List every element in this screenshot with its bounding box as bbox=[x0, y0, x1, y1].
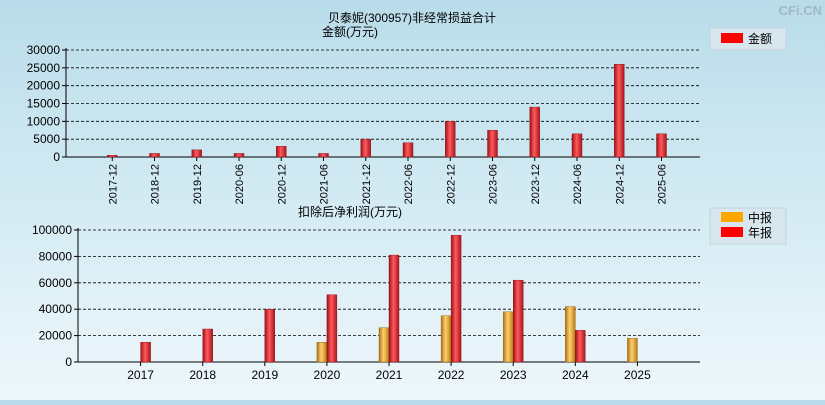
chart1-xtick-label: 2021-06 bbox=[319, 164, 331, 204]
chart2-bar-annual bbox=[264, 309, 275, 363]
chart1-plot: 0 5000 10000 15000 20000 25000 30000 2017-12 201… bbox=[27, 43, 700, 204]
chart1-bar bbox=[614, 64, 625, 158]
chart2-bar-interim bbox=[627, 338, 638, 363]
chart2-xtick-label: 2021 bbox=[376, 368, 403, 382]
chart1-legend: 金额 bbox=[709, 27, 787, 51]
chart1-ytick-label: 25000 bbox=[27, 61, 61, 75]
chart1-xtick-label: 2022-12 bbox=[445, 164, 457, 204]
chart1-xtick-label: 2019-12 bbox=[192, 164, 204, 204]
chart2-legend-swatch-annual bbox=[721, 227, 743, 237]
chart2-legend: 中报 年报 bbox=[709, 207, 787, 245]
chart2-ytick-label: 80000 bbox=[39, 249, 73, 263]
chart2-bar-interim bbox=[378, 327, 390, 363]
chart1-ytick-label: 10000 bbox=[27, 114, 61, 128]
chart1-ytick-label: 15000 bbox=[27, 97, 61, 111]
chart1-xtick-label: 2017-12 bbox=[107, 164, 119, 204]
chart1-bar bbox=[276, 146, 287, 158]
chart1-xtick-label: 2023-12 bbox=[530, 164, 542, 204]
chart2-title: 扣除后净利润(万元) bbox=[298, 204, 402, 219]
chart1-bar bbox=[529, 106, 540, 158]
chart2-legend-label-interim: 中报 bbox=[748, 210, 772, 225]
chart1-bar bbox=[656, 133, 667, 158]
chart1-xtick-label: 2024-06 bbox=[572, 164, 584, 204]
chart1-bar bbox=[233, 153, 245, 158]
chart2-bar-annual bbox=[388, 254, 400, 363]
chart1-xtick-label: 2021-12 bbox=[361, 164, 373, 204]
chart1-ylabel: 金额(万元) bbox=[322, 24, 378, 39]
chart2-bar-interim bbox=[316, 342, 328, 363]
chart1-bar bbox=[149, 153, 160, 158]
chart2-xtick-label: 2019 bbox=[251, 368, 278, 382]
chart2-xtick-label: 2023 bbox=[500, 368, 527, 382]
chart1-bar bbox=[191, 149, 202, 158]
chart1-xtick-label: 2020-12 bbox=[276, 164, 288, 204]
chart2-bar-annual bbox=[450, 235, 462, 363]
chart1-xtick-label: 2024-12 bbox=[614, 164, 626, 204]
chart1-title: 贝泰妮(300957)非经常损益合计 bbox=[328, 10, 496, 25]
chart2-ytick-label: 20000 bbox=[39, 329, 73, 343]
chart1-ytick-label: 20000 bbox=[27, 79, 61, 93]
chart1-xtick-label: 2025-06 bbox=[657, 164, 669, 204]
chart1-legend-label: 金额 bbox=[748, 31, 772, 46]
chart2-xtick-label: 2025 bbox=[624, 368, 651, 382]
chart2-bar-interim bbox=[440, 315, 452, 363]
chart1-legend-swatch bbox=[721, 33, 743, 43]
chart2-ytick-label: 0 bbox=[65, 355, 72, 369]
chart2-plot: 0 20000 40000 60000 80000 100000 2017 2018 2019 2… bbox=[32, 223, 700, 382]
chart2-legend-swatch-interim bbox=[721, 212, 743, 222]
chart2-xtick-label: 2022 bbox=[438, 368, 465, 382]
chart1-xtick-label: 2020-06 bbox=[234, 164, 246, 204]
chart1-xtick-label: 2018-12 bbox=[150, 164, 162, 204]
chart2-xtick-label: 2017 bbox=[127, 368, 154, 382]
chart2-xtick-label: 2018 bbox=[189, 368, 216, 382]
chart1-bar bbox=[360, 138, 371, 158]
chart2-ytick-label: 60000 bbox=[39, 276, 73, 290]
watermark: CFi.CN bbox=[779, 3, 822, 18]
chart2-ytick-label: 40000 bbox=[39, 302, 73, 316]
chart2-bar-annual bbox=[140, 342, 151, 363]
chart2-xtick-label: 2020 bbox=[314, 368, 341, 382]
chart1-bar bbox=[107, 155, 118, 158]
chart1-bar bbox=[402, 142, 414, 158]
chart2-ytick-label: 100000 bbox=[32, 223, 72, 237]
chart1-bar bbox=[445, 121, 456, 158]
chart2-bar-annual bbox=[202, 328, 213, 363]
chart1-bar bbox=[571, 133, 583, 158]
chart2-bar-annual bbox=[513, 279, 524, 363]
chart2-bar-annual bbox=[575, 330, 586, 363]
chart1-ytick-label: 30000 bbox=[27, 43, 61, 57]
chart1-xtick-label: 2023-06 bbox=[488, 164, 500, 204]
chart1-xtick-label: 2022-06 bbox=[403, 164, 415, 204]
chart1-ytick-label: 5000 bbox=[33, 132, 60, 146]
chart2-legend-label-annual: 年报 bbox=[748, 225, 772, 240]
chart1-bar bbox=[487, 130, 498, 158]
chart2-xtick-label: 2024 bbox=[562, 368, 589, 382]
chart2-bar-interim bbox=[503, 311, 514, 363]
chart2-bar-annual bbox=[326, 294, 338, 363]
chart2-bar-interim bbox=[565, 306, 576, 363]
chart1-bar bbox=[318, 153, 329, 158]
chart1-ytick-label: 0 bbox=[53, 150, 60, 164]
